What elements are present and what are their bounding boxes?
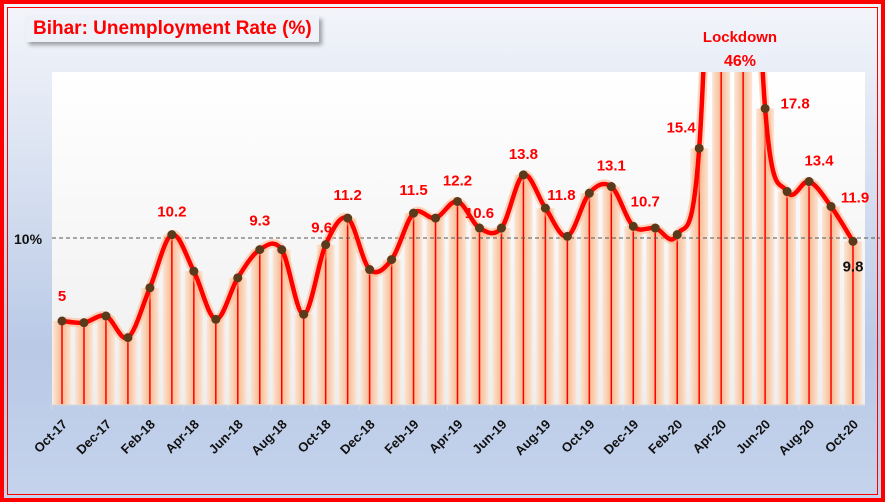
- data-label: 12.2: [443, 172, 472, 189]
- data-marker: [431, 213, 441, 223]
- data-marker: [365, 265, 375, 275]
- data-marker: [782, 187, 792, 197]
- data-label: 9.3: [249, 213, 270, 230]
- data-marker: [233, 273, 243, 283]
- x-tick-label: Oct-20: [822, 417, 861, 456]
- data-marker: [694, 143, 704, 153]
- data-labels: 5 10.2 9.3 9.611.2 11.5 12.2 10.6 13.8 11.8 13.1 1…: [58, 96, 869, 305]
- data-marker: [79, 318, 89, 328]
- data-marker: [562, 231, 572, 241]
- data-label: 13.4: [804, 153, 834, 170]
- data-marker: [453, 196, 462, 206]
- x-tick-label: Aug-20: [775, 417, 817, 459]
- column-fills: [53, 72, 862, 405]
- y-gridline-label: 10%: [14, 231, 43, 247]
- x-tick-label: Oct-17: [31, 417, 70, 456]
- data-marker: [57, 316, 67, 326]
- lockdown-value-annotation: 46%: [724, 53, 756, 70]
- data-line: [57, 72, 858, 343]
- data-marker: [321, 240, 331, 250]
- data-label: 9.8: [843, 258, 864, 275]
- data-marker: [167, 230, 177, 240]
- data-marker: [299, 309, 309, 319]
- data-label: 10.6: [465, 205, 494, 222]
- data-label: 5: [58, 288, 66, 305]
- data-label: 11.5: [399, 182, 427, 199]
- x-tick-label: Oct-18: [295, 417, 334, 456]
- data-marker: [584, 188, 594, 198]
- data-label: 17.8: [781, 96, 810, 113]
- data-marker: [848, 236, 858, 246]
- data-marker: [540, 203, 550, 213]
- data-marker: [826, 201, 836, 211]
- x-axis-ticks: Oct-17 Dec-17 Feb-18 Apr-18 Jun-18 Aug-18 Oct-…: [31, 405, 861, 458]
- data-marker: [123, 333, 133, 343]
- data-label: 11.8: [547, 187, 575, 204]
- data-marker: [211, 314, 221, 324]
- data-marker: [650, 223, 660, 233]
- x-tick-label: Jun-19: [469, 417, 509, 457]
- data-label: 11.2: [333, 187, 361, 204]
- data-marker: [760, 104, 770, 114]
- frame-inner-border: [7, 7, 878, 495]
- data-marker: [101, 311, 111, 321]
- data-marker: [255, 245, 265, 255]
- x-tick-label: Feb-20: [645, 417, 685, 457]
- x-tick-label: Dec-17: [73, 417, 114, 458]
- data-label: 9.6: [311, 220, 332, 237]
- x-tick-label: Apr-20: [690, 417, 730, 457]
- data-marker: [277, 245, 287, 255]
- data-marker: [518, 170, 528, 180]
- data-marker: [189, 266, 199, 276]
- data-label: 10.2: [157, 204, 186, 221]
- data-marker: [474, 223, 484, 233]
- data-marker: [804, 177, 814, 187]
- data-label: 13.1: [597, 158, 626, 175]
- x-tick-label: Jun-18: [206, 417, 246, 457]
- x-tick-label: Aug-18: [248, 417, 290, 459]
- x-tick-label: Oct-19: [558, 417, 597, 456]
- data-marker: [145, 283, 155, 293]
- data-marker: [387, 255, 397, 265]
- x-tick-label: Apr-19: [426, 417, 466, 457]
- x-tick-label: Apr-18: [162, 417, 202, 457]
- data-marker: [343, 213, 353, 223]
- x-tick-label: Jun-20: [733, 417, 773, 457]
- x-tick-label: Dec-19: [601, 417, 642, 458]
- lockdown-annotation: Lockdown: [703, 29, 777, 46]
- x-tick-label: Feb-18: [118, 417, 158, 457]
- data-marker: [672, 230, 682, 240]
- data-marker: [409, 208, 419, 218]
- chart-title: Bihar: Unemployment Rate (%): [26, 16, 319, 42]
- data-label: 13.8: [509, 146, 538, 163]
- data-marker: [496, 223, 506, 233]
- x-tick-label: Feb-19: [381, 417, 421, 457]
- data-marker: [606, 182, 616, 192]
- data-label: 15.4: [667, 119, 697, 136]
- data-label: 11.9: [841, 189, 869, 206]
- data-marker: [628, 221, 638, 231]
- x-tick-label: Aug-19: [512, 417, 554, 459]
- data-label: 10.7: [631, 193, 660, 210]
- x-tick-label: Dec-18: [337, 417, 378, 458]
